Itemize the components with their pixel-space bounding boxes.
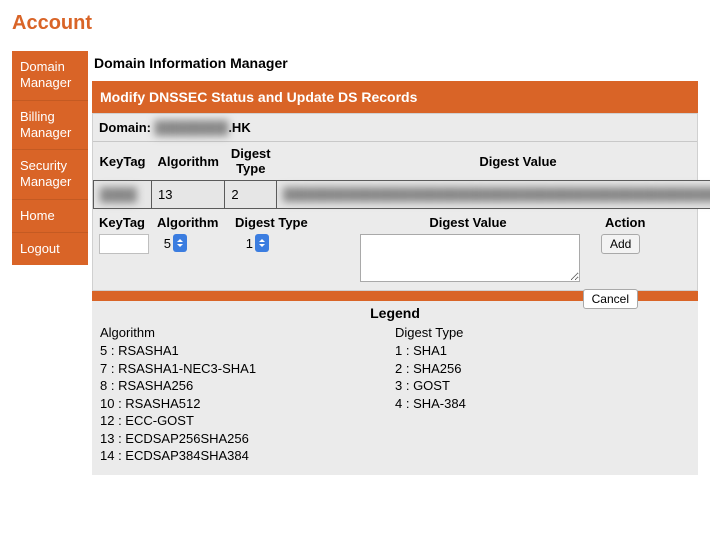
sidebar: Domain Manager Billing Manager Security … xyxy=(12,51,88,265)
sidebar-item-security-manager[interactable]: Security Manager xyxy=(12,150,88,200)
add-headers: KeyTag Algorithm Digest Type Digest Valu… xyxy=(99,215,691,230)
sidebar-item-logout[interactable]: Logout xyxy=(12,233,88,265)
domain-row: Domain: ████████.HK xyxy=(93,114,697,142)
sidebar-item-home[interactable]: Home xyxy=(12,200,88,233)
add-th-action: Action xyxy=(601,215,691,230)
cell-algorithm: 13 xyxy=(152,181,225,209)
legend-alg-item: 14 : ECDSAP384SHA384 xyxy=(100,447,395,465)
add-th-algorithm: Algorithm xyxy=(157,215,235,230)
legend-alg-item: 12 : ECC-GOST xyxy=(100,412,395,430)
legend-alg-item: 8 : RSASHA256 xyxy=(100,377,395,395)
sidebar-item-billing-manager[interactable]: Billing Manager xyxy=(12,101,88,151)
legend-dt-item: 1 : SHA1 xyxy=(395,342,690,360)
cell-keytag: ████ xyxy=(100,187,137,202)
subheading-bar: Modify DNSSEC Status and Update DS Recor… xyxy=(92,81,698,113)
digest-type-value: 1 xyxy=(239,236,253,251)
domain-label: Domain: xyxy=(99,120,151,135)
sidebar-item-domain-manager[interactable]: Domain Manager xyxy=(12,51,88,101)
legend-algorithm-title: Algorithm xyxy=(100,325,395,340)
th-digest-type: Digest Type xyxy=(225,142,277,181)
legend-alg-item: 10 : RSASHA512 xyxy=(100,395,395,413)
legend-digest-type-col: Digest Type 1 : SHA1 2 : SHA256 3 : GOST… xyxy=(395,325,690,465)
table-row: ████ 13 2 ██████████████████████████████… xyxy=(94,181,710,209)
legend-dt-item: 3 : GOST xyxy=(395,377,690,395)
legend-alg-item: 7 : RSASHA1-NEC3-SHA1 xyxy=(100,360,395,378)
add-th-digest-value: Digest Value xyxy=(335,215,601,230)
main-content: Domain Information Manager Modify DNSSEC… xyxy=(92,51,698,475)
legend-alg-item: 5 : RSASHA1 xyxy=(100,342,395,360)
cell-digest-type: 2 xyxy=(225,181,277,209)
algorithm-value: 5 xyxy=(157,236,171,251)
algorithm-stepper[interactable]: 5 xyxy=(157,234,187,252)
stepper-icon[interactable] xyxy=(173,234,187,252)
digest-type-stepper[interactable]: 1 xyxy=(239,234,269,252)
digest-value-textarea[interactable] xyxy=(360,234,580,282)
legend-alg-item: 13 : ECDSAP256SHA256 xyxy=(100,430,395,448)
add-th-keytag: KeyTag xyxy=(99,215,157,230)
stepper-icon[interactable] xyxy=(255,234,269,252)
domain-suffix: .HK xyxy=(228,120,250,135)
legend-dt-item: 2 : SHA256 xyxy=(395,360,690,378)
ds-table: KeyTag Algorithm Digest Type Digest Valu… xyxy=(93,142,710,209)
layout: Domain Manager Billing Manager Security … xyxy=(12,51,698,475)
th-digest-value: Digest Value xyxy=(277,142,710,181)
legend-algorithm-col: Algorithm 5 : RSASHA1 7 : RSASHA1-NEC3-S… xyxy=(100,325,395,465)
add-row: 5 1 xyxy=(99,234,691,282)
page-title: Account xyxy=(12,12,698,35)
section-heading: Domain Information Manager xyxy=(92,51,698,81)
legend-dt-item: 4 : SHA-384 xyxy=(395,395,690,413)
th-algorithm: Algorithm xyxy=(152,142,225,181)
domain-redacted: ████████ xyxy=(155,120,229,135)
cancel-button[interactable]: Cancel xyxy=(583,289,638,309)
add-button[interactable]: Add xyxy=(601,234,640,254)
add-ds-section: KeyTag Algorithm Digest Type Digest Valu… xyxy=(93,209,697,290)
cancel-bar: Cancel xyxy=(92,291,698,301)
add-th-digest-type: Digest Type xyxy=(235,215,335,230)
cell-digest-value: ████████████████████████████████████████… xyxy=(283,187,710,202)
th-keytag: KeyTag xyxy=(94,142,152,181)
legend-panel: Legend Algorithm 5 : RSASHA1 7 : RSASHA1… xyxy=(92,301,698,475)
keytag-input[interactable] xyxy=(99,234,149,254)
ds-records-panel: Domain: ████████.HK KeyTag Algorithm Dig… xyxy=(92,113,698,291)
legend-digest-type-title: Digest Type xyxy=(395,325,690,340)
